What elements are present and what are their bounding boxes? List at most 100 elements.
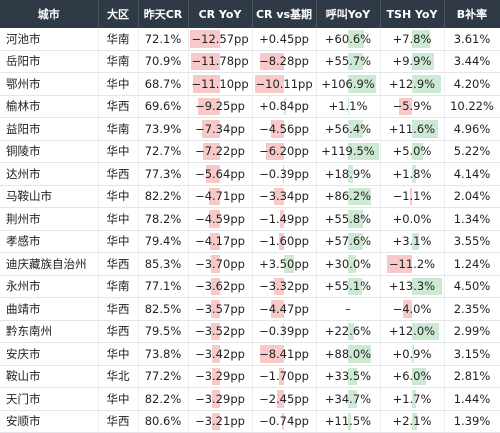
cell-cr: 78.2% <box>138 208 188 231</box>
cell-region: 华西 <box>98 410 138 433</box>
cell-tsh-yoy-value: +6.0% <box>393 369 432 383</box>
header-tsh-yoy[interactable]: TSH YoY <box>380 0 444 28</box>
cell-call-yoy-value: +88.0% <box>325 347 371 361</box>
cell-call-yoy-value: +119.5% <box>321 144 375 158</box>
cell-cr-yoy-value: −3.42pp <box>195 347 245 361</box>
header-cr-yoy[interactable]: CR YoY <box>188 0 252 28</box>
cell-b-rate-value: 4.20% <box>454 77 491 91</box>
cell-cr-yoy: −7.22pp <box>188 140 252 163</box>
cell-call-yoy: +55.8% <box>316 208 380 231</box>
cell-b-rate: 1.24% <box>444 253 500 276</box>
cell-region: 华中 <box>98 140 138 163</box>
cell-region-value: 华中 <box>107 189 130 203</box>
cell-region-value: 华中 <box>107 212 130 226</box>
cell-cr-vs-base: −3.34pp <box>252 185 316 208</box>
cell-cr: 77.1% <box>138 275 188 298</box>
cell-region: 华中 <box>98 388 138 411</box>
cell-cr-yoy: −12.57pp <box>188 28 252 50</box>
cell-region-value: 华西 <box>107 414 130 428</box>
cell-cr: 82.5% <box>138 298 188 321</box>
cell-cr-yoy: −9.25pp <box>188 95 252 118</box>
header-city[interactable]: 城市 <box>0 0 98 28</box>
cell-cr-yoy: −11.78pp <box>188 50 252 73</box>
cell-tsh-yoy-value: +0.9% <box>393 347 432 361</box>
cell-region-value: 华西 <box>107 324 130 338</box>
cell-cr-vs-base: −3.32pp <box>252 275 316 298</box>
cell-cr-vs-base: +3.50pp <box>252 253 316 276</box>
cell-tsh-yoy-value: −5.9% <box>393 99 432 113</box>
cell-city-value: 岳阳市 <box>6 54 41 68</box>
cell-city: 鄂州市 <box>0 73 98 96</box>
cell-cr-yoy-value: −3.62pp <box>195 279 245 293</box>
header-cr[interactable]: 昨天CR <box>138 0 188 28</box>
cell-region-value: 华西 <box>107 302 130 316</box>
cell-tsh-yoy-value: −4.0% <box>393 302 432 316</box>
cell-region-value: 华西 <box>107 257 130 271</box>
cell-cr-yoy: −4.17pp <box>188 230 252 253</box>
cell-cr-yoy-value: −9.25pp <box>195 99 245 113</box>
cell-region-value: 华中 <box>107 144 130 158</box>
cell-tsh-yoy-value: +1.8% <box>393 167 432 181</box>
cell-cr-vs-base: −8.41pp <box>252 343 316 366</box>
cell-cr: 72.7% <box>138 140 188 163</box>
cell-call-yoy-value: +22.6% <box>325 324 371 338</box>
cell-cr-vs-base: −10.11pp <box>252 73 316 96</box>
cell-b-rate: 4.50% <box>444 275 500 298</box>
header-cr-vs-base[interactable]: CR vs基期 <box>252 0 316 28</box>
cell-cr: 73.8% <box>138 343 188 366</box>
cell-call-yoy: +34.7% <box>316 388 380 411</box>
cell-city-value: 马鞍山市 <box>6 189 52 203</box>
cell-cr-yoy-value: −4.59pp <box>195 212 245 226</box>
header-region[interactable]: 大区 <box>98 0 138 28</box>
cell-tsh-yoy: −4.0% <box>380 298 444 321</box>
cell-city: 孝感市 <box>0 230 98 253</box>
cell-region: 华西 <box>98 320 138 343</box>
cell-b-rate: 3.44% <box>444 50 500 73</box>
cell-region: 华中 <box>98 73 138 96</box>
cell-call-yoy: – <box>316 298 380 321</box>
cell-region: 华中 <box>98 230 138 253</box>
cell-cr: 73.9% <box>138 118 188 141</box>
cell-b-rate-value: 1.24% <box>454 257 491 271</box>
cell-tsh-yoy: +13.3% <box>380 275 444 298</box>
header-row: 城市 大区 昨天CR CR YoY CR vs基期 呼叫YoY TSH YoY … <box>0 0 500 28</box>
cell-b-rate: 2.81% <box>444 365 500 388</box>
cell-cr-yoy: −3.29pp <box>188 365 252 388</box>
header-b-rate[interactable]: B补率 <box>444 0 500 28</box>
cell-cr-yoy-value: −3.29pp <box>195 392 245 406</box>
header-call-yoy[interactable]: 呼叫YoY <box>316 0 380 28</box>
cell-call-yoy-value: +57.6% <box>325 234 371 248</box>
cell-city-value: 鞍山市 <box>6 369 41 383</box>
cell-cr: 82.2% <box>138 388 188 411</box>
cell-city-value: 榆林市 <box>6 99 41 113</box>
cell-b-rate: 3.61% <box>444 28 500 50</box>
cell-b-rate: 4.14% <box>444 163 500 186</box>
cell-cr-vs-base-value: −0.39pp <box>259 167 309 181</box>
cell-city-value: 达州市 <box>6 167 41 181</box>
cell-region-value: 华西 <box>107 99 130 113</box>
cell-b-rate-value: 2.04% <box>454 189 491 203</box>
cell-b-rate-value: 1.39% <box>454 414 491 428</box>
cell-cr: 79.5% <box>138 320 188 343</box>
cell-call-yoy: +18.9% <box>316 163 380 186</box>
cell-tsh-yoy-value: +2.1% <box>393 414 432 428</box>
cell-region: 华西 <box>98 298 138 321</box>
